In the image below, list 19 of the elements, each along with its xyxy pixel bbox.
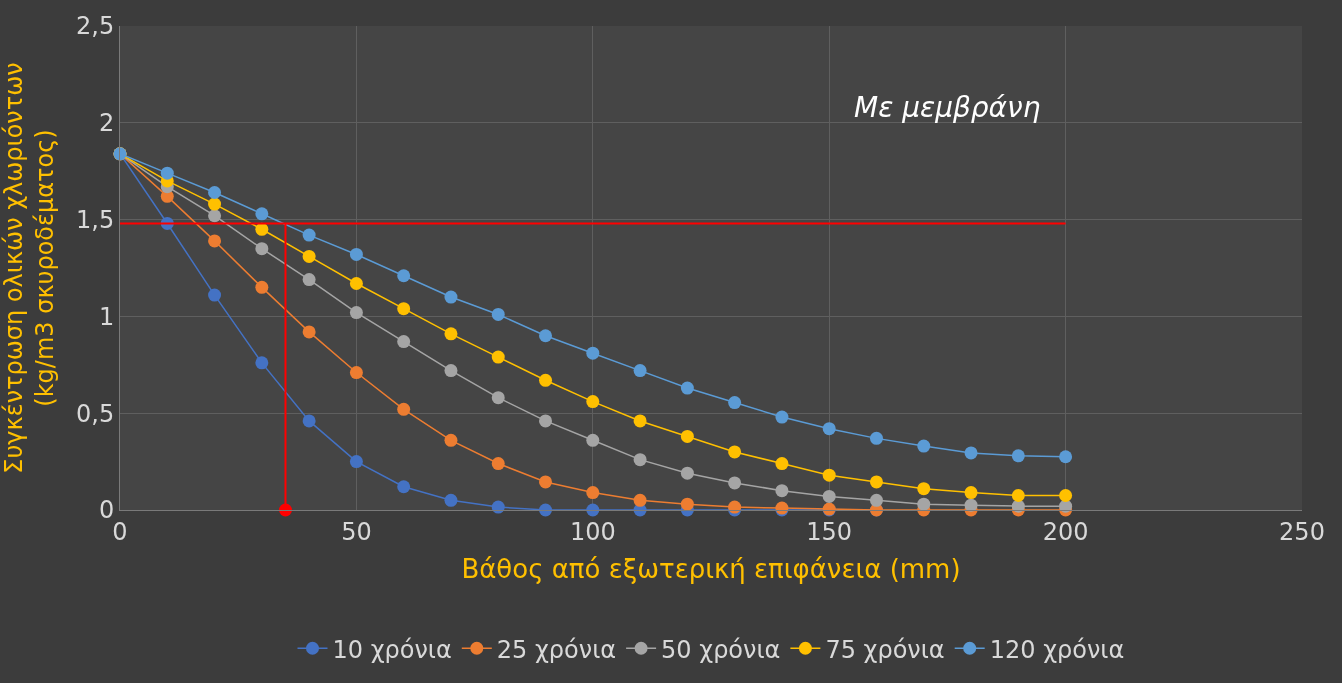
y-tick-label: 1,5: [76, 206, 115, 234]
legend-label: 75 χρόνια: [825, 635, 945, 664]
x-tick-label: 50: [341, 517, 372, 546]
x-tick-label: 250: [1279, 517, 1325, 546]
legend-label: 120 χρόνια: [989, 635, 1125, 664]
x-tick-label: 100: [569, 517, 616, 546]
x-axis-title: Βάθος από εξωτερική επιφάνεια (mm): [461, 554, 961, 585]
y-tick-label: 0: [98, 496, 115, 525]
x-tick-label: 200: [1042, 517, 1089, 546]
x-tick-label: 150: [806, 517, 853, 546]
legend-label: 25 χρόνια: [496, 635, 617, 664]
legend-label: 10 χρόνια: [332, 635, 452, 664]
y-tick-label: 2: [98, 109, 115, 138]
annotation: Με μεμβράνη: [854, 91, 1041, 124]
y-tick-label: 2,5: [76, 12, 115, 41]
y-tick-label: 1: [98, 302, 115, 331]
legend-label: 50 χρόνια: [661, 635, 781, 664]
y-tick-label: 0,5: [76, 399, 115, 428]
y-axis-title: Συγκέντρωση ολικών χλωριόντων (kg/m3 σκυροδέματος): [0, 62, 60, 474]
